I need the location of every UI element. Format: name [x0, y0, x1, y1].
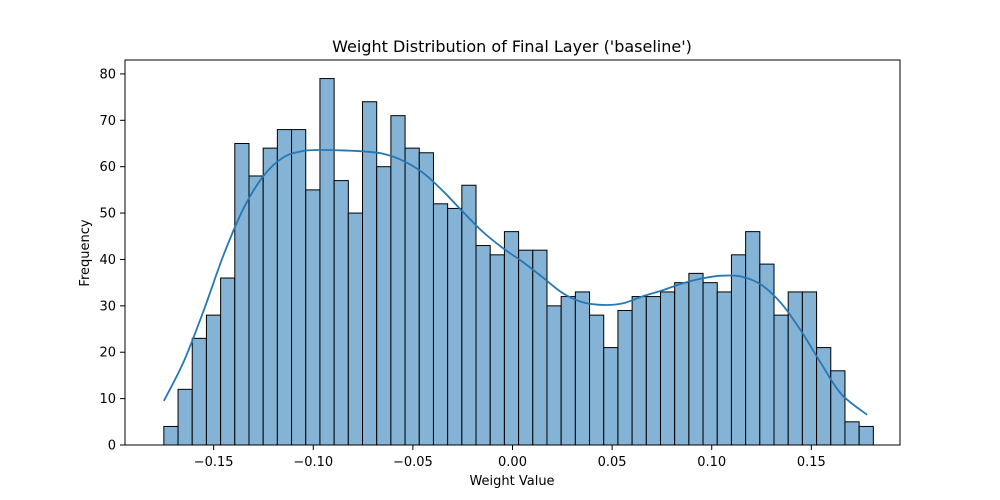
- y-tick-label: 0: [108, 439, 116, 454]
- histogram-bar: [447, 207, 463, 446]
- histogram-bar: [603, 347, 619, 446]
- y-tick-label: 30: [99, 299, 116, 314]
- histogram-bar: [276, 129, 293, 446]
- x-tick-label: 0.00: [498, 455, 527, 470]
- histogram-bar: [745, 231, 761, 446]
- histogram-bar: [404, 147, 420, 446]
- x-tick-label: 0.10: [697, 455, 726, 470]
- histogram-bar: [248, 175, 264, 446]
- histogram-bar: [688, 272, 704, 446]
- histogram-bar: [574, 291, 591, 446]
- histogram-bar: [773, 314, 789, 446]
- y-axis-label: Frequency: [78, 219, 93, 286]
- histogram-bar: [432, 203, 449, 446]
- histogram-bar: [347, 212, 364, 446]
- histogram-bar: [234, 142, 250, 446]
- x-axis-ticks: −0.15 −0.10 −0.05 0.00 0.05 0.10 0.15: [194, 445, 826, 470]
- histogram-bar: [177, 388, 193, 446]
- histogram-bar: [291, 129, 307, 446]
- histogram-bar: [163, 425, 179, 446]
- y-axis-ticks: 0 10 20 30 40 50 60 70 80: [99, 67, 125, 454]
- x-tick-label: −0.15: [194, 455, 234, 470]
- histogram-bar: [390, 115, 406, 446]
- histogram-bar: [659, 291, 676, 446]
- histogram-bar: [759, 263, 775, 446]
- y-tick-label: 50: [99, 207, 116, 222]
- histogram-bar: [546, 305, 562, 446]
- histogram-bar: [844, 421, 860, 446]
- histogram-bar: [617, 309, 633, 446]
- histogram-bar: [319, 78, 335, 446]
- histogram-bar: [503, 231, 520, 446]
- chart-title: Weight Distribution of Final Layer ('bas…: [332, 37, 692, 56]
- histogram-bar: [560, 296, 576, 446]
- histogram-bar: [645, 296, 661, 446]
- histogram-bar: [418, 152, 434, 446]
- histogram-bar: [702, 282, 718, 446]
- histogram-bar: [518, 249, 534, 446]
- histogram-bar: [191, 337, 207, 446]
- histogram-bar: [801, 291, 818, 446]
- histogram-bar: [730, 254, 747, 446]
- histogram-bar: [262, 147, 278, 446]
- x-tick-label: −0.10: [293, 455, 333, 470]
- histogram-bar: [674, 282, 690, 446]
- histogram-bar: [858, 425, 874, 446]
- histogram-bar: [631, 296, 647, 446]
- histogram-bar: [489, 254, 505, 446]
- histogram-bar: [376, 166, 392, 446]
- y-tick-label: 70: [99, 114, 116, 129]
- y-tick-label: 60: [99, 160, 116, 175]
- x-axis-label: Weight Value: [469, 474, 554, 489]
- histogram-bar: [816, 347, 832, 446]
- histogram-bars: [163, 78, 874, 446]
- histogram-bar: [205, 314, 222, 446]
- histogram-bar: [716, 291, 732, 446]
- histogram-bar: [220, 277, 236, 446]
- histogram-bar: [305, 189, 321, 446]
- x-tick-label: −0.05: [393, 455, 433, 470]
- histogram-bar: [333, 180, 349, 446]
- y-tick-label: 20: [99, 346, 116, 361]
- histogram-bar: [589, 314, 605, 446]
- histogram-bar: [475, 245, 491, 446]
- y-tick-label: 10: [99, 392, 116, 407]
- x-tick-label: 0.15: [797, 455, 826, 470]
- kde-curve: [163, 149, 868, 416]
- x-tick-label: 0.05: [598, 455, 627, 470]
- y-tick-label: 40: [99, 253, 116, 268]
- y-tick-label: 80: [99, 67, 116, 82]
